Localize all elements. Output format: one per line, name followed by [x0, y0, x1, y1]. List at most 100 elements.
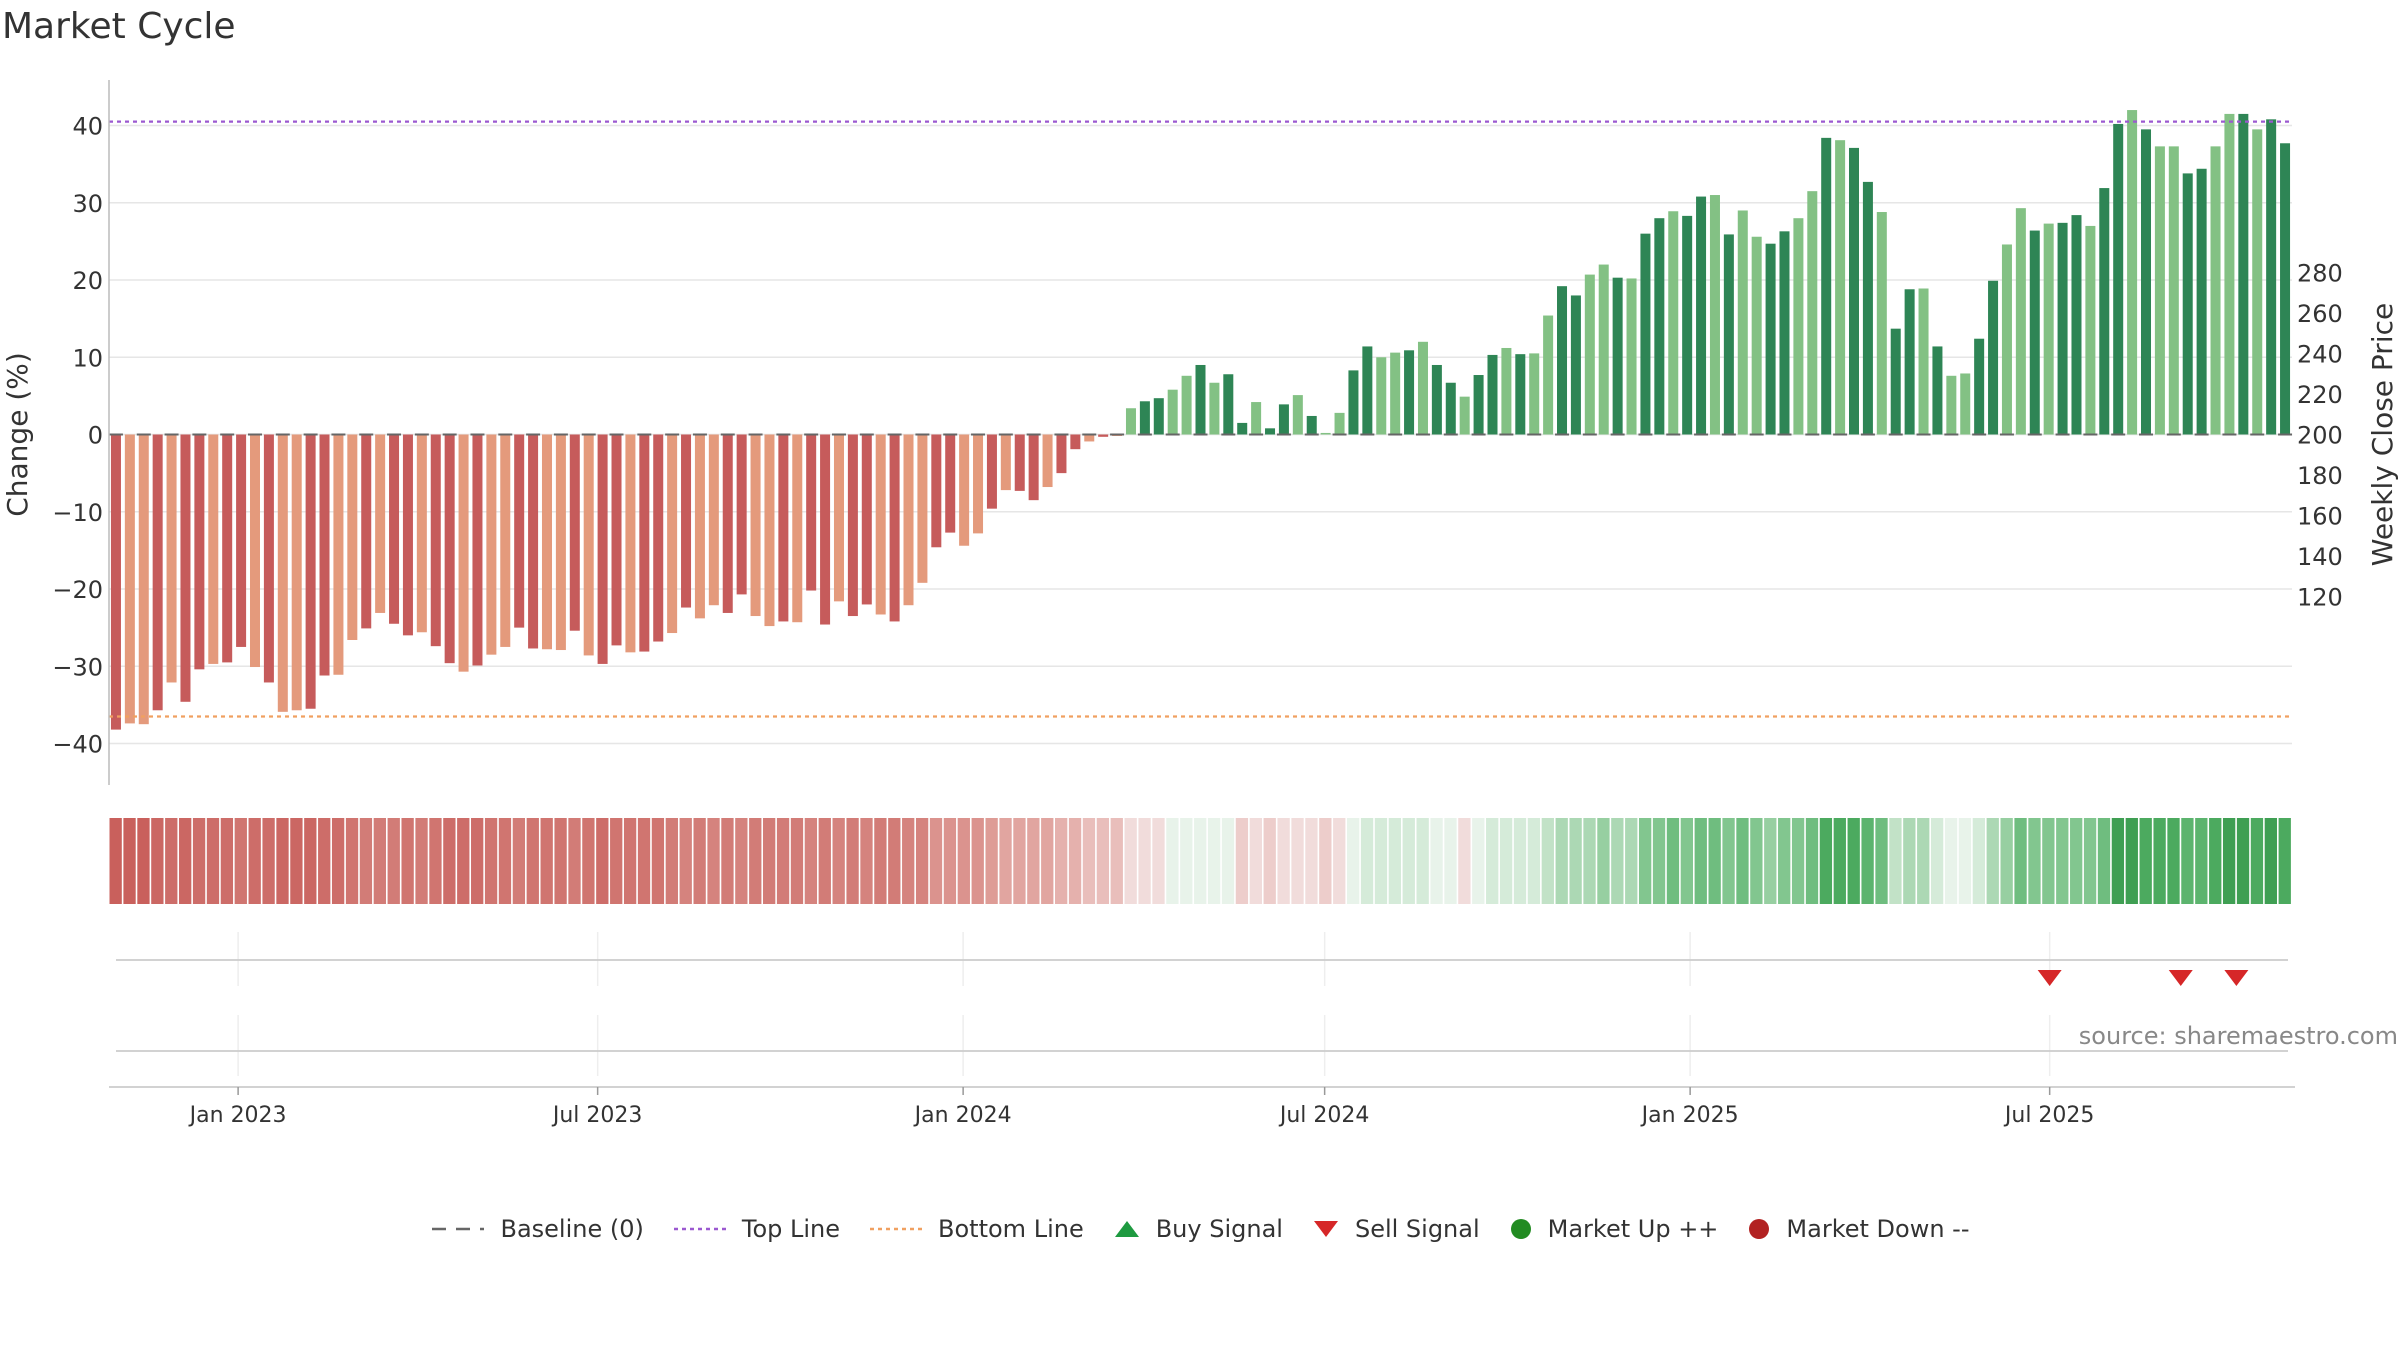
- bar: [458, 434, 469, 672]
- bar: [2043, 223, 2054, 435]
- bar: [2182, 173, 2193, 435]
- strength-cell: [1486, 818, 1499, 904]
- bar: [110, 434, 121, 730]
- bar: [1056, 434, 1067, 474]
- strength-cell: [1875, 818, 1888, 904]
- strength-cell: [331, 818, 345, 904]
- strength-cell: [763, 818, 776, 904]
- strength-cell: [832, 818, 845, 904]
- strength-cell: [1930, 818, 1944, 904]
- legend-label: Buy Signal: [1155, 1215, 1283, 1243]
- bar: [625, 434, 636, 653]
- strength-cell: [915, 818, 929, 904]
- legend-item-baseline[interactable]: Baseline (0): [430, 1215, 644, 1243]
- legend-item-top-line[interactable]: Top Line: [672, 1215, 840, 1243]
- bar: [833, 434, 844, 602]
- bar: [569, 434, 580, 631]
- strength-cell: [262, 818, 275, 904]
- legend-label: Sell Signal: [1354, 1215, 1480, 1243]
- x-tick-label: Jul 2023: [551, 1103, 643, 1128]
- legend-item-sell-signal[interactable]: Sell Signal: [1311, 1215, 1480, 1243]
- strength-cell: [804, 818, 818, 904]
- bar: [1709, 195, 1720, 435]
- legend-item-market-up[interactable]: Market Up ++: [1508, 1215, 1719, 1243]
- strength-cell: [1388, 818, 1402, 904]
- bar: [1028, 434, 1039, 501]
- strength-cell: [2083, 818, 2097, 904]
- bar: [2238, 113, 2249, 435]
- strength-cell: [1555, 818, 1568, 904]
- x-tick-label: Jan 2024: [913, 1103, 1012, 1128]
- bar: [1515, 354, 1526, 435]
- bar: [903, 434, 914, 606]
- bar: [222, 434, 233, 663]
- strength-cell: [165, 818, 178, 904]
- strength-cell: [1597, 818, 1610, 904]
- strength-cell: [1402, 818, 1415, 904]
- strength-cell: [999, 818, 1012, 904]
- bar: [1821, 137, 1832, 435]
- bar: [2266, 119, 2277, 435]
- bar: [1570, 295, 1581, 435]
- bar: [486, 434, 497, 655]
- strength-cell: [2195, 818, 2208, 904]
- strength-cell: [109, 818, 122, 904]
- bar: [1751, 236, 1762, 435]
- bar: [2015, 208, 2026, 435]
- bar: [2113, 123, 2124, 435]
- strength-cell: [971, 818, 984, 904]
- strength-cell: [1778, 818, 1791, 904]
- strength-cell: [637, 818, 651, 904]
- bar: [1209, 382, 1220, 435]
- strength-cell: [1041, 818, 1054, 904]
- bar: [847, 434, 858, 617]
- bar: [583, 434, 594, 656]
- strength-cell: [1027, 818, 1040, 904]
- strength-cell: [137, 818, 150, 904]
- bar: [653, 434, 664, 642]
- strength-cell: [651, 818, 665, 904]
- bar: [2252, 129, 2263, 435]
- legend-label: Market Up ++: [1547, 1215, 1719, 1243]
- bar: [1723, 234, 1734, 435]
- y-tick-label-right: 200: [2297, 422, 2343, 450]
- bar: [1237, 422, 1248, 435]
- legend-item-buy-signal[interactable]: Buy Signal: [1112, 1215, 1283, 1243]
- bar: [1876, 212, 1887, 435]
- strength-cell: [290, 818, 303, 904]
- strength-cell: [2097, 818, 2111, 904]
- strength-cell: [610, 818, 623, 904]
- bar: [764, 434, 775, 627]
- bar: [2071, 215, 2082, 435]
- strength-cell: [1319, 818, 1332, 904]
- bar: [1557, 286, 1568, 435]
- strength-cell: [1430, 818, 1443, 904]
- bar: [514, 434, 525, 628]
- bar: [1932, 346, 1943, 435]
- legend-item-market-down[interactable]: Market Down --: [1746, 1215, 1970, 1243]
- bar: [180, 434, 191, 702]
- strength-cell: [1110, 818, 1123, 904]
- bar: [208, 434, 219, 664]
- strength-cell: [1791, 818, 1805, 904]
- strength-cell: [776, 818, 790, 904]
- legend-label: Market Down --: [1786, 1215, 1970, 1243]
- strength-cell: [1055, 818, 1068, 904]
- down-triangle-icon: [1311, 1218, 1341, 1240]
- bar: [1390, 352, 1401, 435]
- strength-cell: [276, 818, 289, 904]
- bar: [1292, 395, 1303, 435]
- strength-cell: [2111, 818, 2125, 904]
- strength-cell: [1986, 818, 1999, 904]
- strength-cell: [596, 818, 609, 904]
- bar: [2057, 222, 2068, 435]
- strength-cell: [860, 818, 873, 904]
- bar: [152, 434, 163, 711]
- bar: [1473, 375, 1484, 435]
- y-axis-label-right: Weekly Close Price: [2366, 303, 2399, 566]
- legend-item-bottom-line[interactable]: Bottom Line: [868, 1215, 1084, 1243]
- strength-cell: [1958, 818, 1972, 904]
- strength-cell: [1833, 818, 1846, 904]
- strength-cell: [1625, 818, 1638, 904]
